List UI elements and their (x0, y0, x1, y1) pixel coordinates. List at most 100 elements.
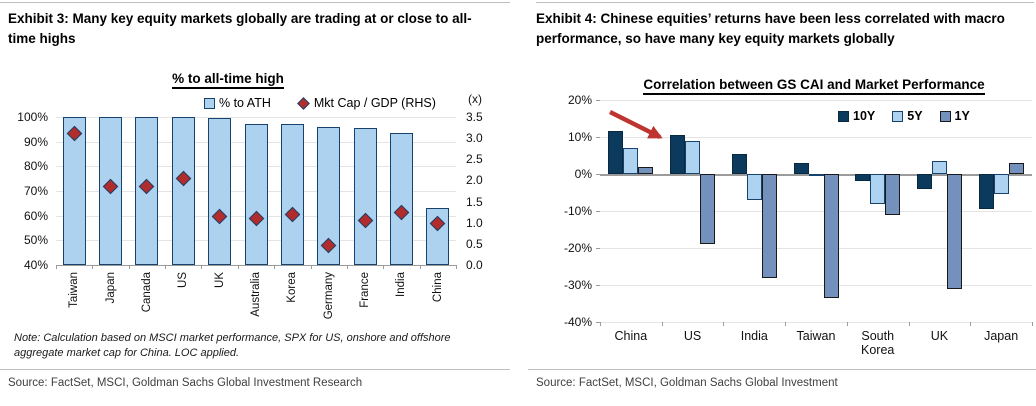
bar-India-5Y (746, 174, 762, 200)
right-axis-tick-label: 2.5 (466, 152, 483, 167)
bar-India (389, 133, 413, 265)
right-axis-tick-label: 1.5 (466, 194, 483, 209)
exhibit4-chart-title: Correlation between GS CAI and Market Pe… (592, 77, 1036, 95)
x-axis-label-China: China (431, 272, 444, 303)
right-axis-tick-label: 1.0 (466, 215, 483, 230)
y-axis-tick-label: -20% (563, 241, 592, 255)
x-axis-tick (908, 322, 910, 326)
gridline (600, 248, 1032, 249)
x-axis-label-France: France (359, 272, 372, 308)
x-axis-tick (785, 322, 787, 326)
left-axis-tick-label: 60% (23, 208, 48, 223)
bar-UK-1Y (946, 174, 962, 289)
x-axis-label-India: India (740, 329, 768, 343)
exhibit4-title: Exhibit 4: Chinese equities’ returns hav… (536, 11, 1005, 47)
gridline (56, 117, 456, 118)
y-axis-tick (596, 322, 600, 323)
legend-square-ath (204, 97, 215, 109)
legend-item-mktcap: Mkt Cap / GDP (RHS) (297, 96, 436, 110)
divider-left (0, 369, 510, 370)
exhibit3-panel: Exhibit 3: Many key equity markets globa… (0, 0, 512, 406)
x-axis-tick (201, 265, 203, 269)
x-axis-tick (970, 322, 972, 326)
x-axis-label-South-Korea: South Korea (861, 329, 895, 358)
x-axis-label-US: US (683, 329, 702, 343)
bar-India-10Y (731, 153, 747, 174)
x-axis-label-UK: UK (930, 329, 949, 343)
bar-South Korea-10Y (855, 174, 871, 182)
gridline (600, 137, 1032, 138)
y-axis-tick (596, 248, 600, 249)
gridline (600, 285, 1032, 286)
bar-Taiwan-5Y (808, 174, 824, 176)
x-axis-label-US: US (177, 272, 190, 288)
legend-label-mktcap: Mkt Cap / GDP (RHS) (313, 96, 436, 110)
bar-Taiwan (62, 117, 86, 265)
y-axis-tick (596, 174, 600, 175)
legend-square-1Y (939, 110, 951, 122)
bar-US-1Y (700, 174, 716, 245)
exhibit4-chart-title-text: Correlation between GS CAI and Market Pe… (643, 77, 985, 95)
right-axis-tick-label: 0.5 (466, 236, 483, 251)
legend-exhibit3: % to ATH Mkt Cap / GDP (RHS) (204, 96, 436, 110)
legend-item-5Y: 5Y (892, 109, 923, 123)
x-axis-label-Canada: Canada (140, 272, 153, 313)
legend-diamond-mktcap (297, 96, 310, 110)
legend-item-1Y: 1Y (939, 109, 970, 123)
bar-US-10Y (670, 135, 686, 174)
x-axis-label-Japan: Japan (104, 272, 117, 304)
right-axis-tick-label: 0.0 (466, 258, 483, 272)
legend-label-10Y: 10Y (853, 109, 876, 123)
x-axis-tick (723, 322, 725, 326)
left-axis-tick-label: 100% (17, 110, 48, 124)
x-axis-tick (274, 265, 276, 269)
trend-arrow-line (608, 109, 663, 140)
bar-UK (208, 118, 232, 265)
left-axis-tick-label: 80% (23, 159, 48, 174)
legend-exhibit4: 10Y 5Y 1Y (838, 109, 970, 123)
x-axis-label-Taiwan: Taiwan (796, 329, 836, 343)
bar-China-1Y (638, 166, 654, 174)
x-axis-tick (419, 265, 421, 269)
right-axis-tick-label: 3.0 (466, 131, 483, 146)
x-axis-label-Taiwan: Taiwan (68, 272, 81, 308)
bar-US (171, 117, 195, 265)
exhibit3-title: Exhibit 3: Many key equity markets globa… (8, 11, 472, 47)
bar-Australia (244, 124, 268, 265)
legend-square-10Y (838, 110, 849, 122)
y-axis-tick (596, 137, 600, 138)
legend-label-5Y: 5Y (907, 109, 923, 123)
left-axis-tick-label: 50% (23, 233, 48, 248)
x-axis-tick (237, 265, 239, 269)
y-axis-tick-label: -30% (563, 278, 592, 292)
x-axis-tick (310, 265, 312, 269)
y-axis-tick (596, 285, 600, 286)
y-axis-tick-label: -10% (563, 204, 592, 218)
x-axis-label-UK: UK (213, 272, 226, 288)
gridline (600, 211, 1032, 212)
right-axis-tick-label: 2.0 (466, 173, 483, 188)
bar-UK-10Y (916, 174, 932, 189)
bar-Germany (317, 126, 341, 265)
exhibit4-source: Source: FactSet, MSCI, Goldman Sachs Glo… (536, 377, 838, 389)
bar-Korea (280, 124, 304, 265)
bar-India-1Y (761, 174, 777, 278)
x-axis-tick (846, 322, 848, 326)
bar-France (353, 128, 377, 265)
bar-China-10Y (608, 131, 624, 174)
x-axis-tick (661, 322, 663, 326)
legend-item-ath: % to ATH (204, 96, 271, 110)
x-axis-tick (165, 265, 167, 269)
right-axis-tick-label: 3.5 (466, 110, 483, 124)
x-axis-tick (1032, 322, 1033, 326)
divider-right (528, 369, 1036, 370)
legend-label-1Y: 1Y (954, 109, 970, 123)
legend-label-ath: % to ATH (219, 96, 271, 110)
x-axis-label-India: India (395, 272, 408, 297)
x-axis-label-Japan: Japan (984, 329, 1019, 343)
bar-China-5Y (623, 148, 639, 174)
left-axis-tick-label: 90% (23, 134, 48, 149)
y-axis-tick-label: 20% (567, 93, 592, 107)
x-axis-tick (600, 322, 601, 326)
gridline (600, 322, 1032, 323)
